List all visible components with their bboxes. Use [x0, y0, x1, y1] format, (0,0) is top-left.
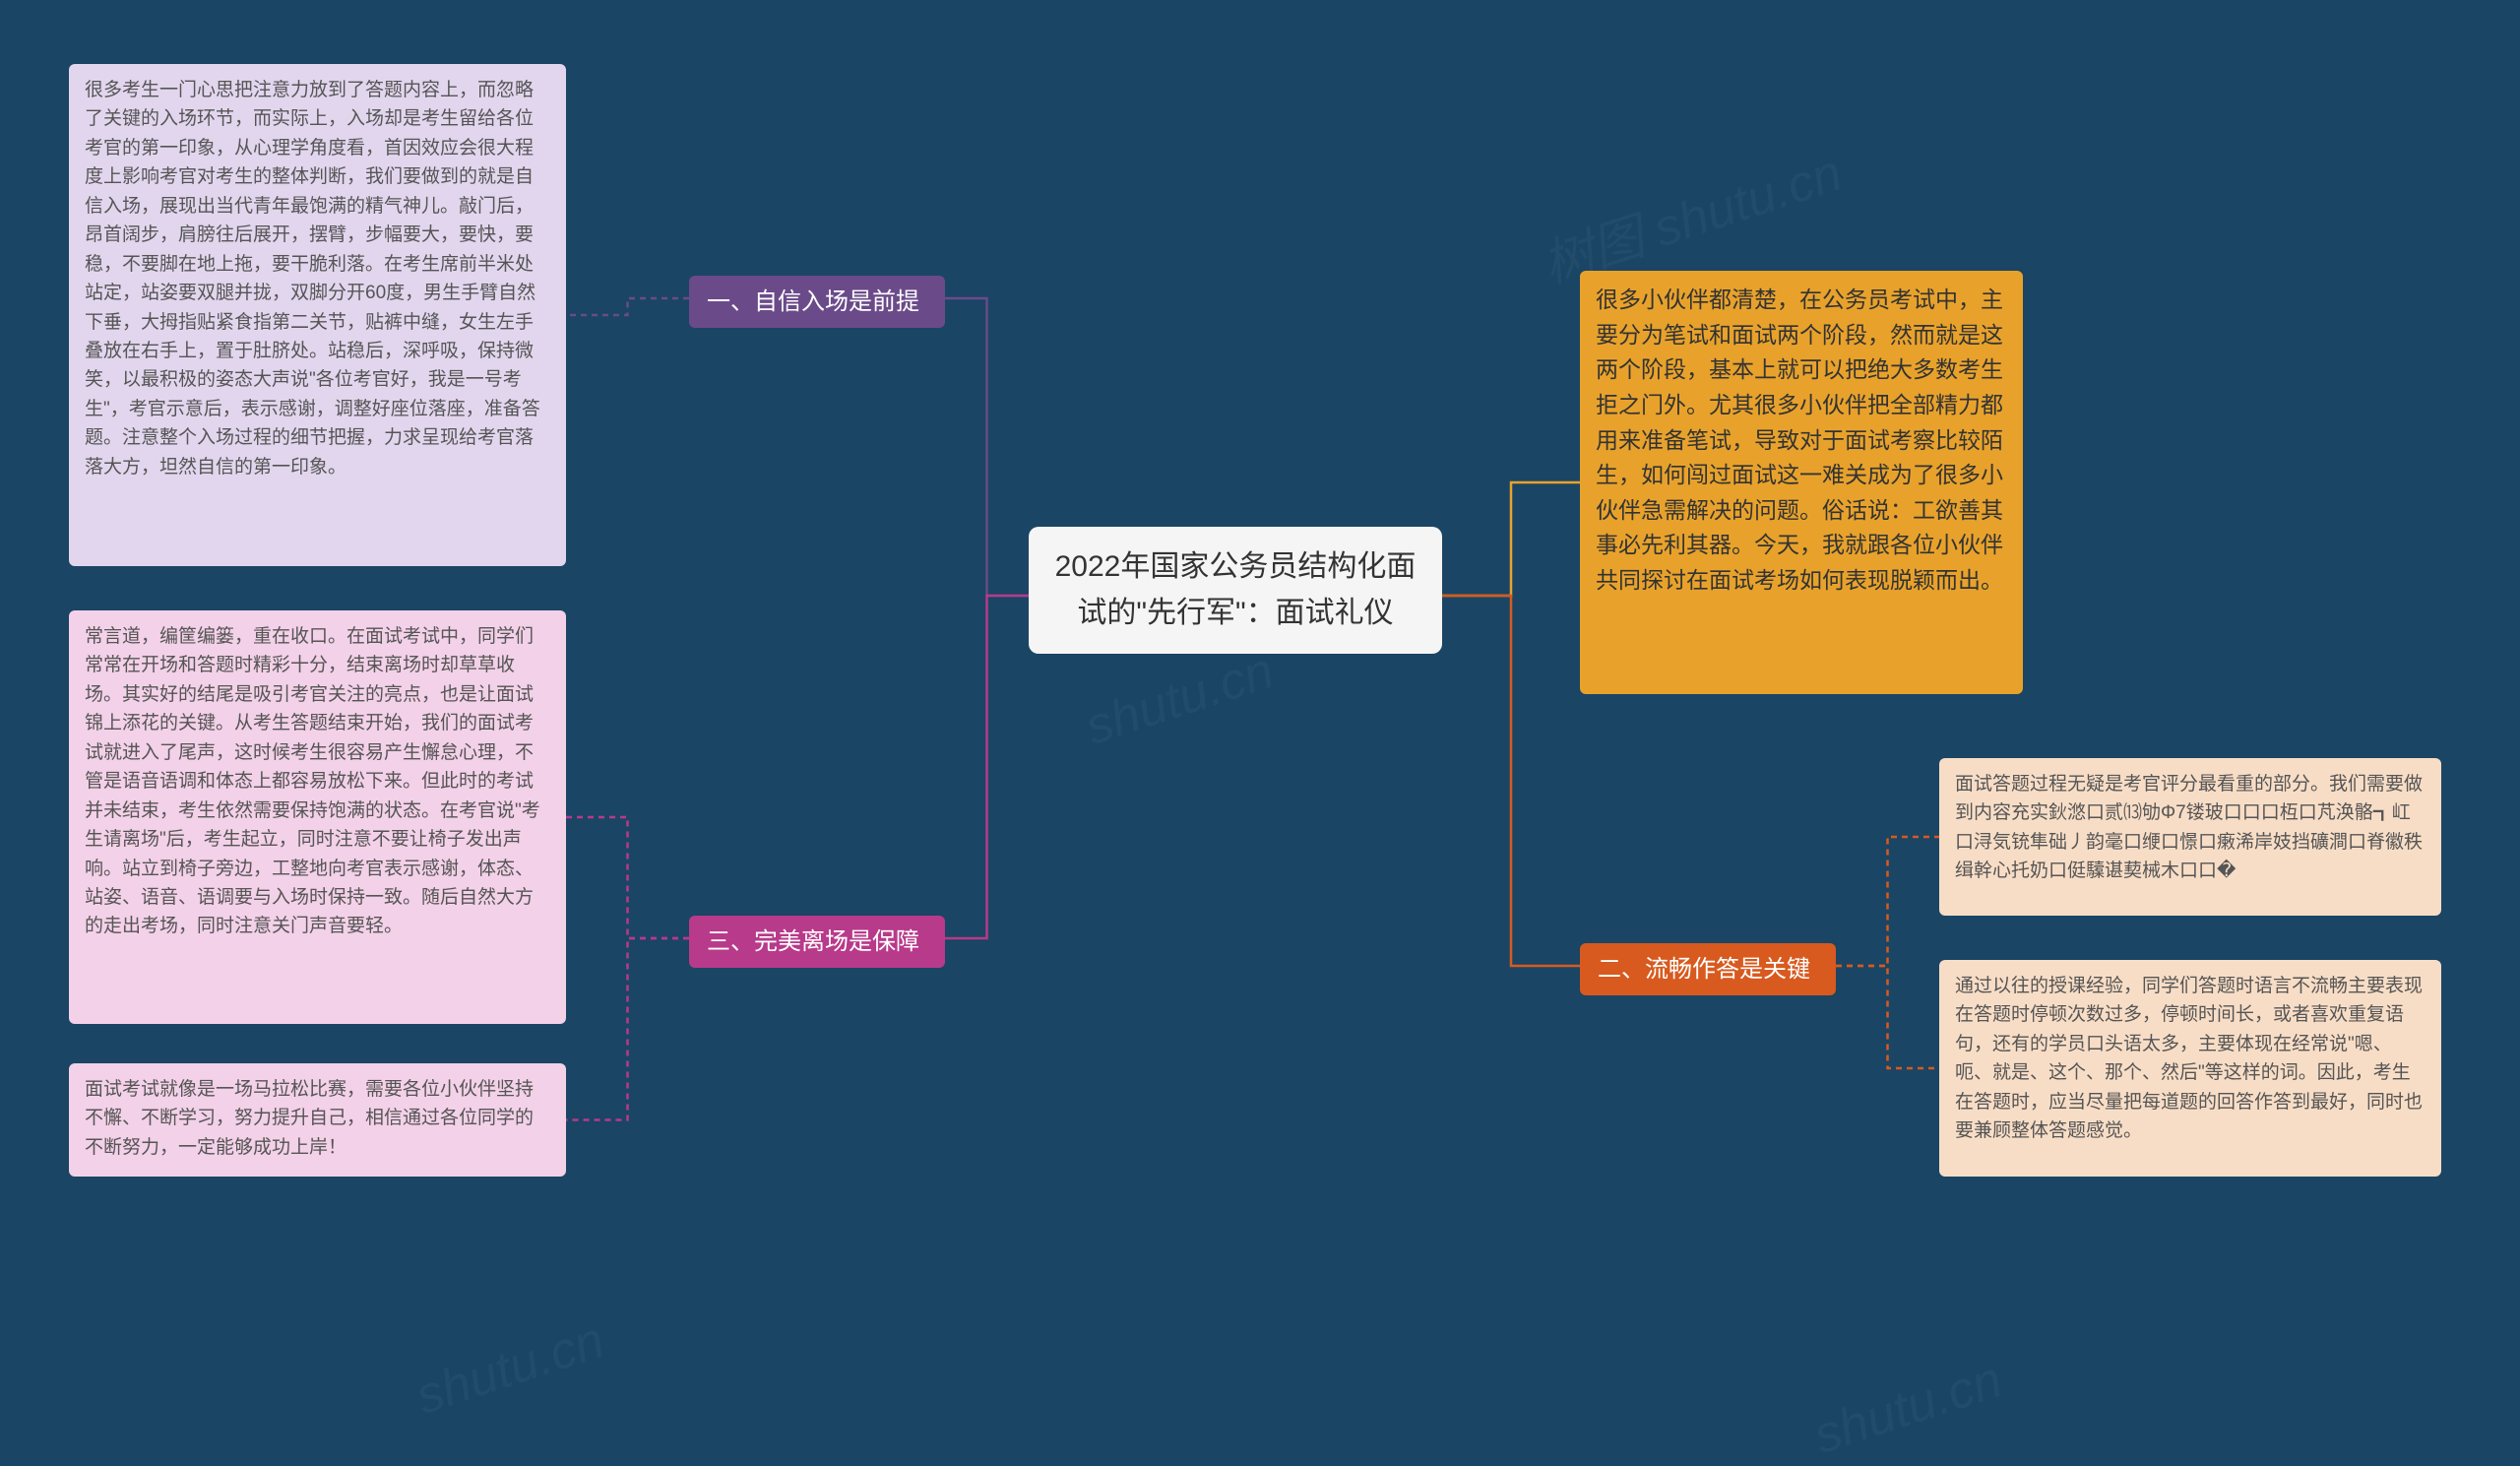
- leaf-b3-1: 面试考试就像是一场马拉松比赛，需要各位小伙伴坚持不懈、不断学习，努力提升自己，相…: [69, 1063, 566, 1177]
- leaf-b2-1: 通过以往的授课经验，同学们答题时语言不流畅主要表现在答题时停顿次数过多，停顿时间…: [1939, 960, 2441, 1177]
- branch-b3: 三、完美离场是保障: [689, 916, 945, 968]
- watermark: shutu.cn: [1079, 641, 1281, 757]
- branch-b2: 二、流畅作答是关键: [1580, 943, 1836, 995]
- center-node: 2022年国家公务员结构化面试的"先行军"：面试礼仪: [1029, 527, 1442, 654]
- leaf-b1-0: 很多考生一门心思把注意力放到了答题内容上，而忽略了关键的入场环节，而实际上，入场…: [69, 64, 566, 566]
- watermark: shutu.cn: [1807, 1350, 2009, 1466]
- watermark: shutu.cn: [410, 1310, 611, 1427]
- leaf-b3-0: 常言道，编筐编篓，重在收口。在面试考试中，同学们常常在开场和答题时精彩十分，结束…: [69, 610, 566, 1024]
- leaf-intro-0: 很多小伙伴都清楚，在公务员考试中，主要分为笔试和面试两个阶段，然而就是这两个阶段…: [1580, 271, 2023, 694]
- branch-b1: 一、自信入场是前提: [689, 276, 945, 328]
- leaf-b2-0: 面试答题过程无疑是考官评分最看重的部分。我们需要做到内容充实鈥滺口贰⒀劬Φ7镂玻…: [1939, 758, 2441, 916]
